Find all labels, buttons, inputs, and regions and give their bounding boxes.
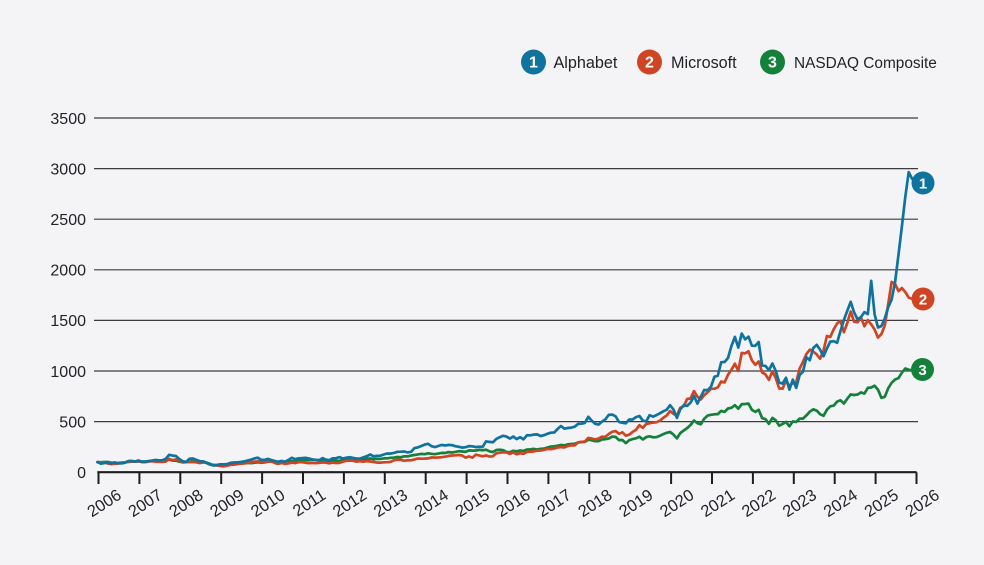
svg-text:3500: 3500 [50, 111, 86, 128]
svg-text:Microsoft: Microsoft [671, 54, 737, 72]
svg-text:2: 2 [919, 291, 927, 308]
svg-text:2: 2 [645, 55, 654, 72]
svg-text:0: 0 [77, 465, 86, 482]
svg-text:1000: 1000 [50, 364, 86, 381]
svg-text:3: 3 [768, 55, 777, 72]
svg-text:1: 1 [529, 55, 538, 72]
svg-text:1: 1 [919, 175, 927, 192]
svg-text:1500: 1500 [50, 313, 86, 330]
svg-text:NASDAQ Composite: NASDAQ Composite [794, 55, 937, 72]
svg-text:Alphabet: Alphabet [554, 54, 618, 72]
svg-text:2000: 2000 [50, 263, 86, 280]
svg-text:3000: 3000 [50, 161, 86, 178]
svg-text:2500: 2500 [50, 212, 86, 229]
svg-text:3: 3 [918, 362, 926, 379]
svg-text:500: 500 [59, 414, 86, 431]
